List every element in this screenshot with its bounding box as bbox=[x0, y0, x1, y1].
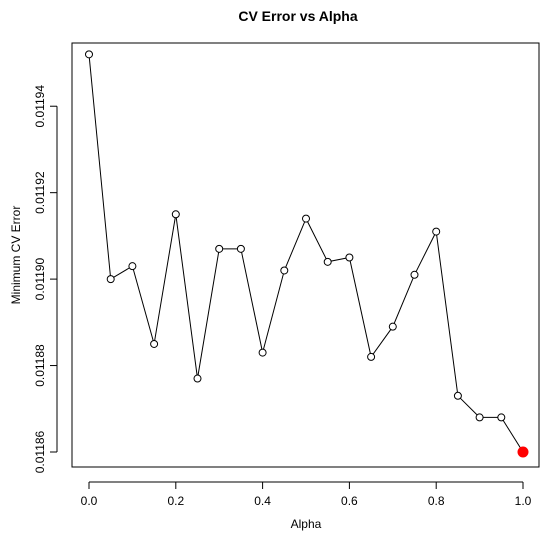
data-point bbox=[258, 348, 267, 357]
y-axis: 0.01186 0.01188 0.01190 0.01192 0.01194 bbox=[33, 85, 58, 473]
y-tick-label: 0.01190 bbox=[33, 258, 47, 301]
data-point bbox=[85, 50, 93, 59]
data-point bbox=[475, 413, 484, 422]
plot-area-border bbox=[71, 42, 540, 468]
x-axis: 0.0 0.2 0.4 0.6 0.8 1.0 bbox=[81, 481, 532, 508]
data-point bbox=[367, 352, 376, 361]
data-point bbox=[106, 275, 115, 284]
y-tick-label: 0.01186 bbox=[33, 430, 47, 473]
data-point bbox=[128, 262, 137, 271]
data-point bbox=[215, 244, 224, 253]
data-point bbox=[497, 413, 506, 422]
y-tick-label: 0.01192 bbox=[33, 171, 47, 214]
data-point bbox=[410, 270, 419, 279]
data-point bbox=[302, 214, 310, 223]
data-point bbox=[453, 391, 462, 400]
data-series bbox=[85, 50, 529, 458]
x-tick-label: 0.4 bbox=[254, 494, 271, 508]
y-tick-label: 0.01188 bbox=[33, 344, 47, 387]
x-axis-label: Alpha bbox=[291, 517, 322, 531]
data-point bbox=[280, 266, 289, 275]
data-point bbox=[236, 244, 245, 253]
data-point bbox=[345, 253, 354, 262]
x-tick-label: 0.0 bbox=[81, 494, 98, 508]
x-tick-label: 1.0 bbox=[515, 494, 532, 508]
data-point bbox=[150, 339, 159, 348]
y-tick-label: 0.01194 bbox=[33, 85, 47, 128]
min-error-point bbox=[517, 446, 529, 458]
data-point bbox=[388, 322, 397, 331]
data-point bbox=[193, 374, 202, 383]
data-point bbox=[323, 257, 332, 266]
chart-title: CV Error vs Alpha bbox=[238, 8, 358, 24]
data-point bbox=[171, 210, 180, 219]
x-tick-label: 0.2 bbox=[167, 494, 184, 508]
x-tick-label: 0.6 bbox=[341, 494, 358, 508]
x-tick-label: 0.8 bbox=[428, 494, 445, 508]
y-axis-label: Minimum CV Error bbox=[9, 206, 23, 305]
data-point bbox=[432, 227, 441, 236]
